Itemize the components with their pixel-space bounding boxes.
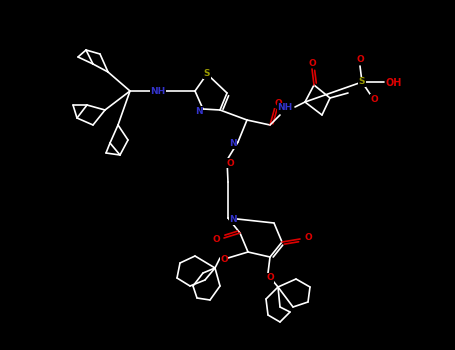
Text: O: O (212, 236, 220, 245)
Text: O: O (274, 98, 282, 107)
Text: O: O (304, 233, 312, 243)
Text: O: O (308, 58, 316, 68)
Text: N: N (195, 106, 203, 116)
Text: N: N (229, 216, 237, 224)
Text: O: O (266, 273, 274, 282)
Text: S: S (359, 77, 365, 86)
Text: O: O (356, 56, 364, 64)
Text: S: S (204, 70, 210, 78)
Text: O: O (370, 94, 378, 104)
Text: O: O (220, 256, 228, 265)
Text: NH: NH (278, 104, 293, 112)
Text: NH: NH (150, 86, 166, 96)
Text: N: N (229, 140, 237, 148)
Text: O: O (226, 159, 234, 168)
Text: OH: OH (386, 78, 402, 88)
